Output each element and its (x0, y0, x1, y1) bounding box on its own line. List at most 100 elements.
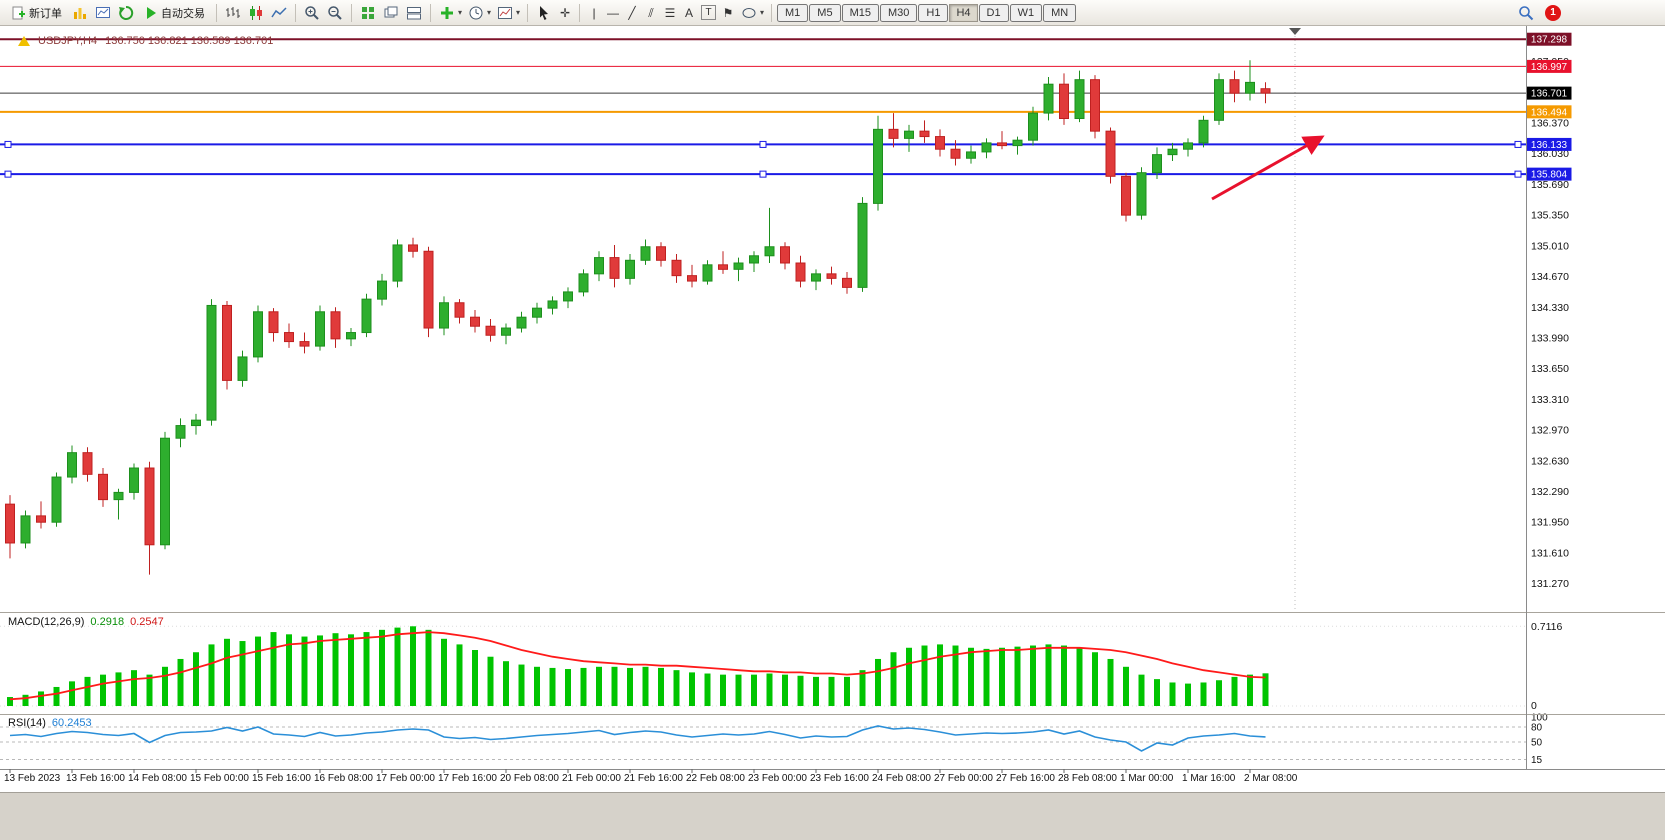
indicators-icon[interactable] (436, 3, 458, 23)
channel-tool-icon[interactable]: ⫽ (648, 5, 654, 20)
timeframe-m5-button[interactable]: M5 (809, 3, 841, 22)
candle-body (485, 325, 496, 336)
price-tag-label: 136.494 (1531, 107, 1568, 118)
candle-body (532, 307, 542, 318)
trendline-tool-icon[interactable]: ╱ (628, 5, 636, 20)
zoom-out-icon[interactable] (324, 3, 346, 23)
timeframe-d1-button[interactable]: D1 (978, 3, 1009, 22)
macd-signal-line (9, 631, 1266, 701)
time-axis-label: 1 Mar 16:00 (1182, 773, 1236, 784)
chart-shift-marker[interactable] (1289, 28, 1301, 35)
cursor-icon[interactable] (533, 3, 555, 23)
macd-bar (658, 667, 664, 706)
price-tag-label: 136.701 (1531, 89, 1568, 100)
timeframe-m1-button[interactable]: M1 (777, 3, 809, 22)
chart-symbol: USDJPY,H4 (38, 35, 98, 47)
macd-bar (394, 627, 401, 706)
macd-bar (317, 635, 323, 706)
macd-bar (673, 670, 680, 706)
periods-caret-icon[interactable]: ▾ (486, 8, 491, 17)
macd-bar (844, 676, 850, 706)
macd-bar (999, 647, 1005, 706)
price-axis-label: 132.630 (1531, 455, 1569, 467)
search-icon[interactable] (1515, 3, 1537, 23)
candle-body (160, 437, 170, 546)
macd-bar (472, 650, 478, 706)
macd-bar (875, 658, 881, 706)
text-tool-icon[interactable]: A (684, 5, 693, 20)
macd-bar (1061, 645, 1067, 706)
line-handle[interactable] (759, 140, 767, 148)
candle-body (904, 130, 914, 139)
shapes-tool-icon[interactable] (738, 3, 760, 23)
macd-bar (1247, 674, 1253, 706)
line-handle[interactable] (4, 170, 12, 178)
trend-arrow[interactable] (1211, 135, 1325, 201)
crosshair-icon[interactable]: ✛ (559, 5, 571, 20)
indicators-caret-icon[interactable]: ▾ (457, 8, 462, 17)
timeframe-mn-button[interactable]: MN (1043, 3, 1077, 22)
price-axis-label: 134.330 (1531, 302, 1569, 314)
timeframe-m15-button[interactable]: M15 (841, 3, 879, 22)
arrange-windows-icon[interactable] (403, 3, 425, 23)
macd-bar (1030, 645, 1036, 706)
macd-bar (177, 658, 184, 706)
periods-clock-icon[interactable] (465, 3, 487, 23)
macd-bar (565, 669, 571, 706)
charts-window-icon[interactable] (69, 3, 91, 23)
time-axis-label: 15 Feb 00:00 (190, 773, 249, 784)
macd-bar (441, 638, 447, 706)
candle-body (5, 503, 15, 544)
timeframe-m30-button[interactable]: M30 (879, 3, 918, 22)
autotrading-button[interactable]: 自动交易 (138, 3, 211, 23)
macd-bar (735, 674, 742, 706)
notification-badge[interactable]: 1 (1545, 4, 1561, 21)
templates-caret-icon[interactable]: ▾ (515, 8, 520, 17)
macd-bar (937, 644, 943, 706)
candle-body (191, 419, 201, 427)
horizontal-line-tool-icon[interactable]: — (607, 5, 619, 20)
candle-body (361, 298, 372, 334)
templates-icon[interactable] (494, 3, 516, 23)
line-handle[interactable] (4, 140, 12, 148)
price-axis-label: 131.270 (1531, 578, 1569, 590)
new-order-button[interactable]: 新订单 (4, 3, 68, 23)
timeframe-w1-button[interactable]: W1 (1009, 3, 1043, 22)
macd-bar (580, 667, 587, 706)
candle-body (1229, 79, 1240, 94)
arrows-tool-icon[interactable]: ⚑ (722, 5, 734, 20)
rsi-name: RSI(14) (8, 717, 46, 729)
candle-body (1074, 79, 1085, 120)
vertical-line-tool-icon[interactable]: | (592, 5, 596, 20)
market-watch-icon[interactable] (92, 3, 114, 23)
macd-bar (456, 644, 463, 706)
timeframe-h1-button[interactable]: H1 (918, 3, 949, 22)
fibonacci-tool-icon[interactable]: ☰ (664, 5, 676, 20)
bar-chart-type-icon[interactable] (222, 3, 244, 23)
price-tag (1526, 86, 1572, 100)
line-chart-type-icon[interactable] (268, 3, 290, 23)
candle-body (82, 452, 93, 475)
refresh-icon[interactable] (115, 3, 137, 23)
candle-body (826, 273, 837, 279)
timeframe-h4-button[interactable]: H4 (949, 3, 978, 22)
macd-bar (952, 645, 959, 706)
macd-bar (642, 666, 649, 706)
tile-windows-icon[interactable] (357, 3, 379, 23)
macd-bar (627, 667, 633, 706)
shapes-caret-icon[interactable]: ▾ (759, 8, 764, 17)
zoom-in-icon[interactable] (301, 3, 323, 23)
candlestick-type-icon[interactable] (245, 3, 267, 23)
candle-body (780, 246, 790, 264)
line-handle[interactable] (1514, 170, 1522, 178)
macd-bar (720, 674, 726, 706)
macd-bar (596, 666, 602, 706)
cascade-windows-icon[interactable] (380, 3, 402, 23)
candle-body (129, 467, 139, 493)
price-tag-label: 136.133 (1531, 140, 1568, 151)
label-tool-icon[interactable]: T (701, 5, 716, 20)
line-handle[interactable] (1514, 140, 1522, 148)
line-handle[interactable] (759, 170, 767, 178)
macd-bar (208, 644, 215, 706)
